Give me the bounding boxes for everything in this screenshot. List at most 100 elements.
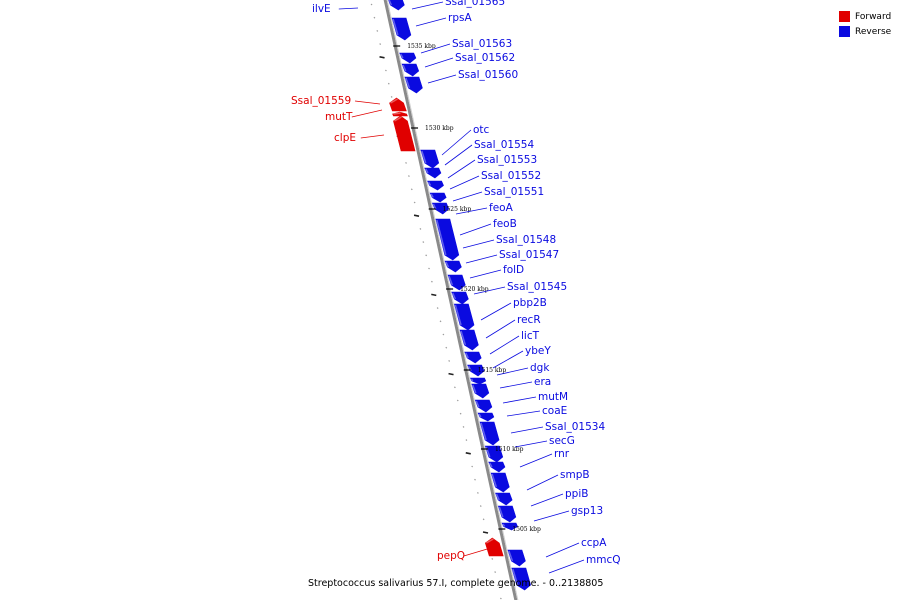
gene-secG-feature[interactable] bbox=[488, 461, 506, 473]
gene-Ssal_01547-feature[interactable] bbox=[447, 274, 466, 291]
gene-ppiB-feature[interactable] bbox=[497, 505, 517, 523]
gene-Ssal_01559-feature[interactable] bbox=[389, 97, 407, 112]
gene-labels: ilvE Ssal_01565 rpsA Ssal_01563 Ssal_01562 Ss… bbox=[291, 0, 621, 574]
tick-mark bbox=[448, 372, 454, 376]
gene-label-Ssal_01551[interactable]: Ssal_01551 bbox=[484, 186, 544, 198]
tick-mark bbox=[482, 531, 489, 534]
gene-leader-line bbox=[452, 191, 483, 202]
gene-Ssal_01565-feature[interactable] bbox=[388, 0, 405, 11]
gene-rnr-feature[interactable] bbox=[490, 472, 510, 493]
gene-coaE-feature[interactable] bbox=[479, 421, 500, 446]
tick-mark bbox=[471, 465, 474, 468]
tick-mark bbox=[442, 333, 445, 336]
gene-leader-line bbox=[489, 335, 520, 355]
gene-mutM-feature[interactable] bbox=[477, 412, 495, 422]
tick-mark bbox=[425, 254, 428, 257]
gene-label-Ssal_01560[interactable]: Ssal_01560 bbox=[458, 69, 518, 81]
legend-reverse-label: Reverse bbox=[855, 26, 892, 37]
gene-label-licT[interactable]: licT bbox=[521, 330, 540, 342]
gene-dgk-feature[interactable] bbox=[471, 383, 490, 399]
tick-mark bbox=[445, 346, 448, 349]
gene-label-ybeY[interactable]: ybeY bbox=[525, 345, 551, 357]
gene-Ssal_01551-feature[interactable] bbox=[429, 192, 447, 203]
gene-label-gsp13[interactable]: gsp13 bbox=[571, 505, 603, 517]
tick-mark bbox=[453, 386, 456, 389]
gene-Ssal_01563-feature[interactable] bbox=[399, 52, 417, 64]
gene-leader-line bbox=[411, 1, 444, 10]
gene-label-rpsA[interactable]: rpsA bbox=[448, 12, 472, 24]
gene-label-Ssal_01563[interactable]: Ssal_01563 bbox=[452, 38, 512, 50]
gene-label-pepQ[interactable]: pepQ bbox=[437, 550, 465, 562]
gene-feoA-feature[interactable] bbox=[431, 202, 450, 215]
gene-label-recR[interactable]: recR bbox=[517, 314, 541, 326]
gene-label-era[interactable]: era bbox=[534, 376, 551, 388]
gene-highlight bbox=[388, 0, 393, 6]
gene-label-Ssal_01552[interactable]: Ssal_01552 bbox=[481, 170, 541, 182]
gene-feoB-feature[interactable] bbox=[435, 218, 460, 261]
gene-label-Ssal_01545[interactable]: Ssal_01545 bbox=[507, 281, 567, 293]
gene-label-Ssal_01534[interactable]: Ssal_01534 bbox=[545, 421, 605, 433]
gene-label-ilvE[interactable]: ilvE bbox=[312, 3, 331, 15]
gene-ybeY-feature[interactable] bbox=[470, 377, 487, 385]
tick-mark bbox=[422, 241, 425, 244]
gene-label-mmcQ[interactable]: mmcQ bbox=[586, 554, 621, 566]
tick-mark bbox=[419, 227, 422, 230]
gene-leader-line bbox=[424, 57, 454, 68]
gene-label-Ssal_01565[interactable]: Ssal_01565 bbox=[445, 0, 505, 8]
tick-mark bbox=[462, 425, 465, 428]
gene-label-Ssal_01553[interactable]: Ssal_01553 bbox=[477, 154, 537, 166]
tick-mark bbox=[439, 320, 442, 323]
gene-Ssal_01554-feature[interactable] bbox=[420, 149, 440, 169]
gene-Ssal_01548-feature[interactable] bbox=[444, 260, 462, 273]
gene-highlight bbox=[454, 304, 462, 326]
gene-pepQ-feature[interactable] bbox=[484, 537, 504, 557]
gene-label-mutM[interactable]: mutM bbox=[538, 391, 568, 403]
gene-label-rnr[interactable]: rnr bbox=[554, 448, 570, 460]
gene-label-pbp2B[interactable]: pbp2B bbox=[513, 297, 547, 309]
gene-clpE-feature[interactable] bbox=[393, 115, 416, 152]
gene-highlight bbox=[460, 330, 467, 346]
gene-Ssal_01560-feature[interactable] bbox=[404, 76, 423, 94]
gene-label-otc[interactable]: otc bbox=[473, 124, 490, 136]
gene-label-clpE[interactable]: clpE bbox=[334, 132, 356, 144]
gene-label-Ssal_01559[interactable]: Ssal_01559 bbox=[291, 95, 351, 107]
kbp-scale-labels: 1535 kbp 1530 kbp 1525 kbp 1520 kbp 1515 kbp… bbox=[393, 43, 541, 533]
gene-recR-feature[interactable] bbox=[464, 351, 482, 364]
gene-leader-line bbox=[545, 542, 580, 558]
gene-era-feature[interactable] bbox=[474, 399, 493, 413]
forward-swatch bbox=[839, 11, 850, 22]
gene-Ssal_01534-feature[interactable] bbox=[484, 445, 504, 463]
gene-label-coaE[interactable]: coaE bbox=[542, 405, 567, 417]
tick-mark bbox=[474, 478, 476, 481]
gene-mmcQ-feature[interactable] bbox=[511, 567, 531, 591]
gene-label-Ssal_01554[interactable]: Ssal_01554 bbox=[474, 139, 534, 151]
gene-label-Ssal_01547[interactable]: Ssal_01547 bbox=[499, 249, 559, 261]
tick-mark bbox=[436, 307, 439, 310]
gene-rpsA-feature[interactable] bbox=[391, 17, 412, 41]
gene-label-secG[interactable]: secG bbox=[549, 435, 575, 447]
gene-gsp13-feature[interactable] bbox=[501, 522, 518, 531]
gene-label-feoA[interactable]: feoA bbox=[489, 202, 514, 214]
gene-label-dgk[interactable]: dgk bbox=[530, 362, 550, 374]
gene-label-smpB[interactable]: smpB bbox=[560, 469, 590, 481]
gene-Ssal_01562-feature[interactable] bbox=[401, 63, 420, 77]
gene-Ssal_01545-feature[interactable] bbox=[453, 303, 475, 331]
gene-label-Ssal_01548[interactable]: Ssal_01548 bbox=[496, 234, 556, 246]
gene-Ssal_01552-feature[interactable] bbox=[427, 180, 444, 191]
gene-label-feoB[interactable]: feoB bbox=[493, 218, 517, 230]
gene-label-ccpA[interactable]: ccpA bbox=[581, 537, 607, 549]
gene-label-Ssal_01562[interactable]: Ssal_01562 bbox=[455, 52, 515, 64]
gene-highlight bbox=[430, 193, 434, 198]
gene-ccpA-feature[interactable] bbox=[507, 549, 526, 567]
gene-pbp2B-feature[interactable] bbox=[459, 329, 479, 351]
gene-leader-line bbox=[354, 100, 381, 105]
gene-folD-feature[interactable] bbox=[451, 291, 469, 305]
gene-label-folD[interactable]: folD bbox=[503, 264, 524, 276]
gene-smpB-feature[interactable] bbox=[495, 492, 513, 506]
gene-leader-line bbox=[462, 239, 495, 249]
gene-label-mutT[interactable]: mutT bbox=[325, 111, 353, 123]
gene-Ssal_01553-feature[interactable] bbox=[424, 167, 442, 179]
minor-tick-marks bbox=[370, 3, 502, 600]
gene-label-ppiB[interactable]: ppiB bbox=[565, 488, 588, 500]
tick-mark bbox=[499, 597, 502, 600]
